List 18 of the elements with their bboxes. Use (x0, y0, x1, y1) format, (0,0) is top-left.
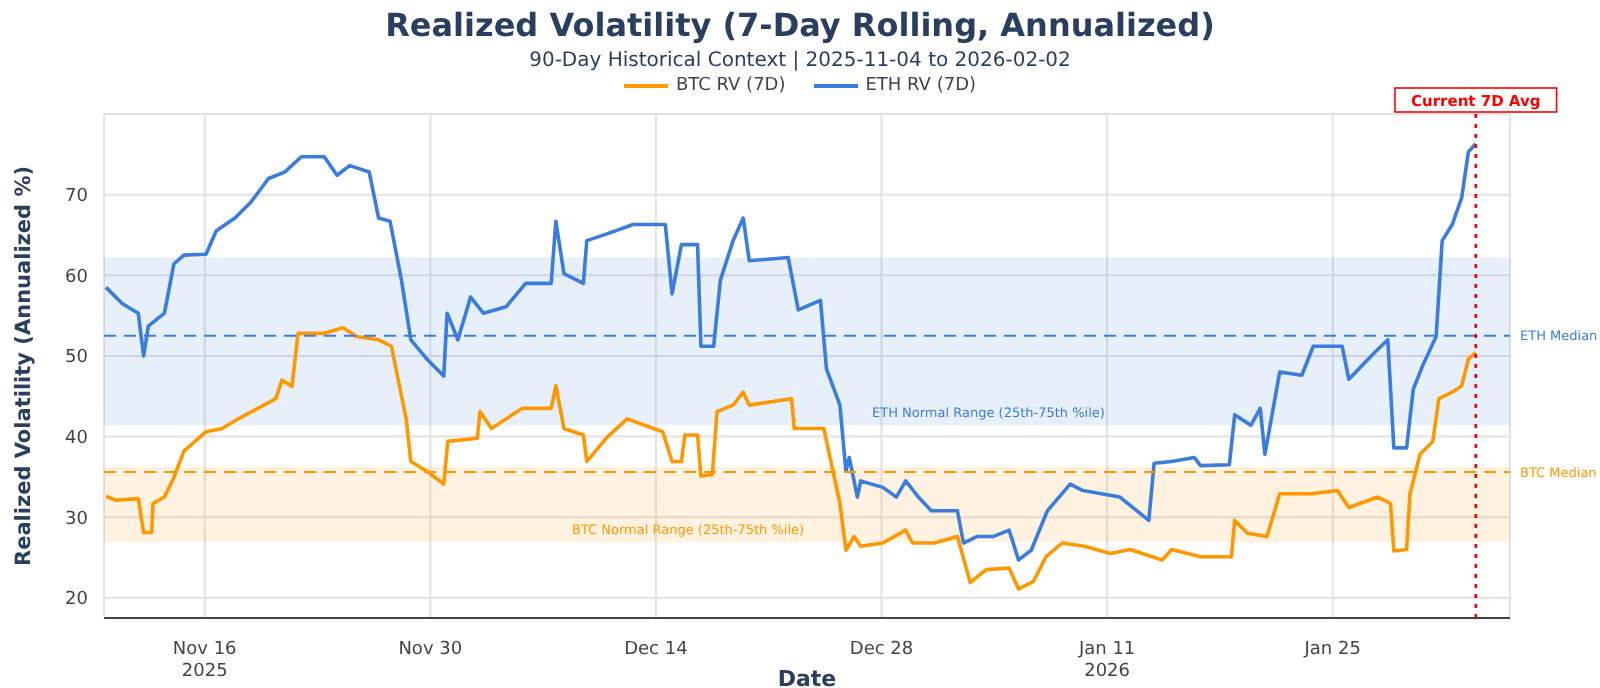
x-tick-label: Dec 28 (849, 640, 914, 660)
y-tick-label: 70 (65, 187, 89, 208)
y-tick-label: 20 (65, 590, 89, 611)
y-tick-label: 50 (65, 348, 89, 369)
y-tick-label: 40 (65, 428, 89, 449)
x-tick-label: Dec 14 (624, 640, 689, 660)
y-tick-label: 60 (65, 267, 89, 288)
y-axis-title: Realized Volatility (Annualized %) (12, 165, 36, 567)
x-tick-label: Jan 25 (1302, 640, 1361, 660)
chart-subtitle: 90-Day Historical Context | 2025-11-04 to 2026-02-02 (527, 50, 1073, 72)
x-tick-label: Nov 30 (398, 640, 463, 660)
chart-title: Realized Volatility (7-Day Rolling, Annualized) (383, 6, 1217, 44)
legend-label: BTC RV (7D) (673, 76, 786, 96)
x-tick-label: Nov 16 2025 (172, 640, 238, 682)
x-tick-label: Jan 11 2026 (1076, 640, 1136, 682)
y-tick-label: 30 (65, 509, 89, 530)
x-axis-title: Date (777, 666, 837, 688)
legend-label: ETH RV (7D) (863, 76, 977, 96)
